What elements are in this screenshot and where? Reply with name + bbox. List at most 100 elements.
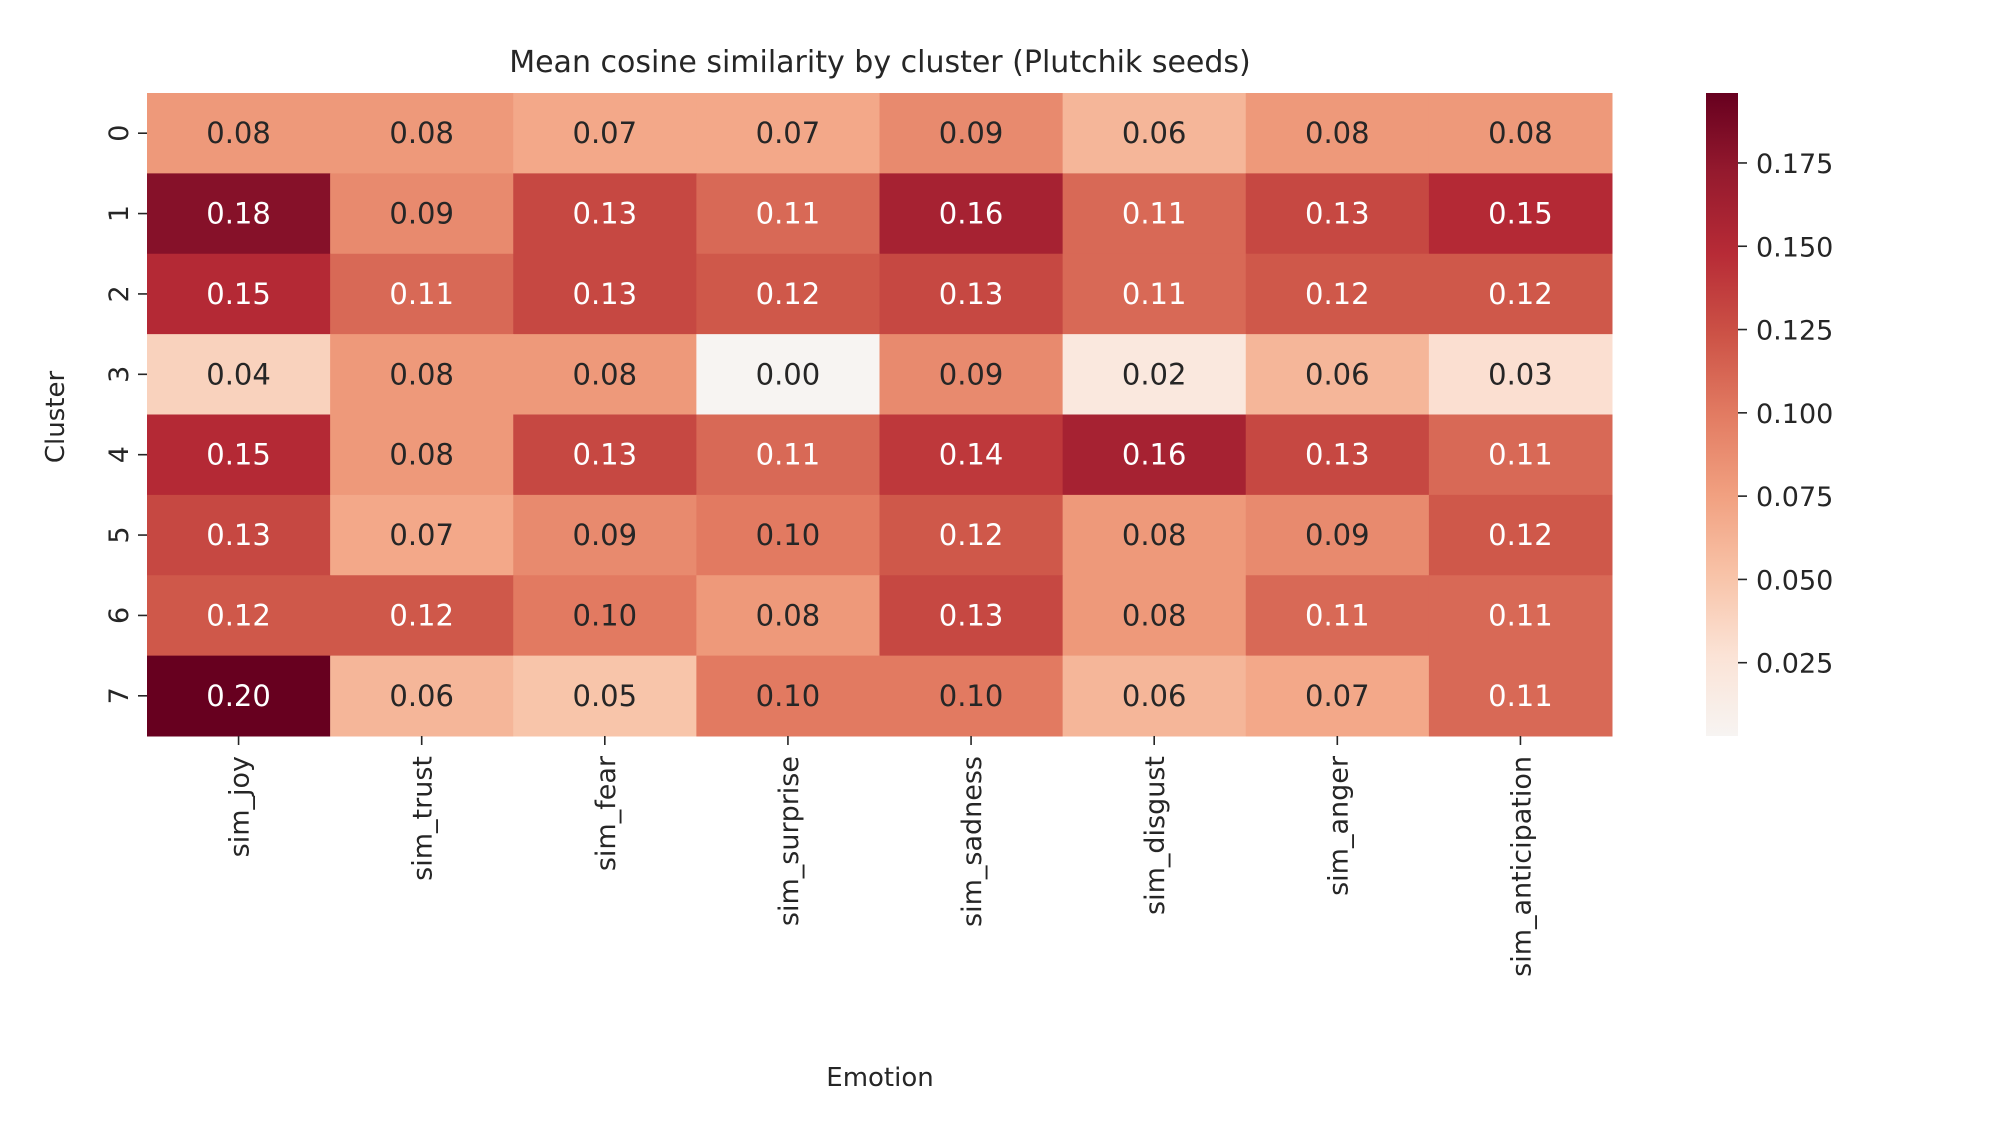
cell-value-label: 0.08 [389,438,454,472]
heatmap-cell [330,334,514,415]
heatmap-cell [330,414,514,496]
cell-value-label: 0.09 [1305,518,1370,552]
y-tick-label: 7 [104,687,135,704]
cell-value-label: 0.13 [206,518,271,552]
x-tick-label: sim_anticipation [1506,756,1537,977]
cell-value-label: 0.08 [573,357,638,391]
cell-value-label: 0.08 [756,598,821,632]
cell-value-label: 0.07 [389,518,454,552]
cell-value-label: 0.18 [206,197,271,231]
colorbar-tick-label: 0.025 [1756,649,1833,680]
heatmap-cell [147,575,331,657]
cell-value-label: 0.10 [756,679,821,713]
cell-value-label: 0.11 [1488,679,1553,713]
x-tick-label: sim_sadness [957,756,988,927]
heatmap-cell [513,334,697,415]
cell-value-label: 0.16 [1122,438,1187,472]
cell-value-label: 0.15 [206,438,271,472]
heatmap-cell [1428,655,1613,737]
heatmap-cell [879,93,1064,174]
cell-value-label: 0.12 [1488,518,1553,552]
cell-value-label: 0.06 [389,679,454,713]
colorbar-tick-label: 0.100 [1756,399,1833,430]
colorbar-tick-label: 0.175 [1756,149,1833,180]
y-axis-label: Cluster [41,371,71,464]
heatmap-cell [696,494,880,576]
cell-value-label: 0.08 [1305,116,1370,150]
cell-value-label: 0.13 [1305,438,1370,472]
cell-value-label: 0.09 [939,116,1004,150]
heatmap-cell [1428,575,1613,657]
heatmap-cell [1245,575,1430,657]
cell-value-label: 0.08 [1488,116,1553,150]
heatmap-cell [513,575,697,657]
x-tick-label: sim_trust [408,756,439,881]
x-tick-label: sim_joy [225,756,256,857]
heatmap-cell [1245,414,1430,496]
y-tick-label: 4 [104,446,135,463]
heatmap-cell [1428,334,1613,415]
cell-value-label: 0.06 [1122,116,1187,150]
heatmap-cell [1245,173,1430,255]
colorbar-gradient [1706,93,1738,736]
heatmap-cells [147,93,1613,737]
heatmap-cell [330,253,514,335]
cell-value-labels: 0.08 0.08 0.07 0.07 0.09 0.06 0.08 0.08 0.18 0.09… [206,116,1552,713]
heatmap-cell [1062,494,1247,576]
heatmap-cell [879,494,1064,576]
cell-value-label: 0.16 [939,197,1004,231]
heatmap-cell [1062,575,1247,657]
cell-value-label: 0.08 [206,116,271,150]
heatmap-cell [1428,494,1613,576]
x-axis: sim_joy sim_trust sim_fear sim_surprise sim_… [225,736,1537,977]
heatmap-cell [330,173,514,255]
cell-value-label: 0.12 [389,598,454,632]
cell-value-label: 0.11 [1122,277,1187,311]
heatmap-cell [330,655,514,737]
heatmap-cell [1245,494,1430,576]
cell-value-label: 0.02 [1122,357,1187,391]
chart-title: Mean cosine similarity by cluster (Plutc… [509,45,1251,80]
heatmap-cell [147,655,331,737]
cell-value-label: 0.06 [1305,357,1370,391]
cell-value-label: 0.08 [1122,598,1187,632]
heatmap-cell [1245,93,1430,174]
heatmap-cell [879,575,1064,657]
heatmap-cell [879,414,1064,496]
cell-value-label: 0.13 [1305,197,1370,231]
heatmap-cell [330,494,514,576]
heatmap-cell [696,414,880,496]
heatmap-cell [1062,93,1247,174]
y-axis: 0 1 2 3 4 5 6 7 [104,125,147,704]
cell-value-label: 0.08 [389,116,454,150]
heatmap-cell [696,173,880,255]
cell-value-label: 0.06 [1122,679,1187,713]
heatmap-cell [1062,173,1247,255]
cell-value-label: 0.12 [756,277,821,311]
cell-value-label: 0.11 [1488,438,1553,472]
cell-value-label: 0.10 [939,679,1004,713]
heatmap-cell [1062,414,1247,496]
heatmap-cell [1245,334,1430,415]
heatmap-cell [879,253,1064,335]
cell-value-label: 0.11 [756,438,821,472]
heatmap-cell [1062,334,1247,415]
x-tick-label: sim_fear [591,755,622,871]
heatmap-cell [513,494,697,576]
cell-value-label: 0.09 [939,357,1004,391]
cell-value-label: 0.11 [1488,598,1553,632]
cell-value-label: 0.10 [573,598,638,632]
cell-value-label: 0.07 [756,116,821,150]
cell-value-label: 0.05 [573,679,638,713]
cell-value-label: 0.12 [939,518,1004,552]
heatmap-cell [879,655,1064,737]
heatmap-cell [513,253,697,335]
y-tick-label: 0 [104,125,135,142]
cell-value-label: 0.08 [389,357,454,391]
heatmap-cell [330,93,514,174]
heatmap-cell [1245,253,1430,335]
colorbar-tick-label: 0.075 [1756,482,1833,513]
heatmap-cell [1428,93,1613,174]
cell-value-label: 0.20 [206,679,271,713]
heatmap-cell [513,414,697,496]
